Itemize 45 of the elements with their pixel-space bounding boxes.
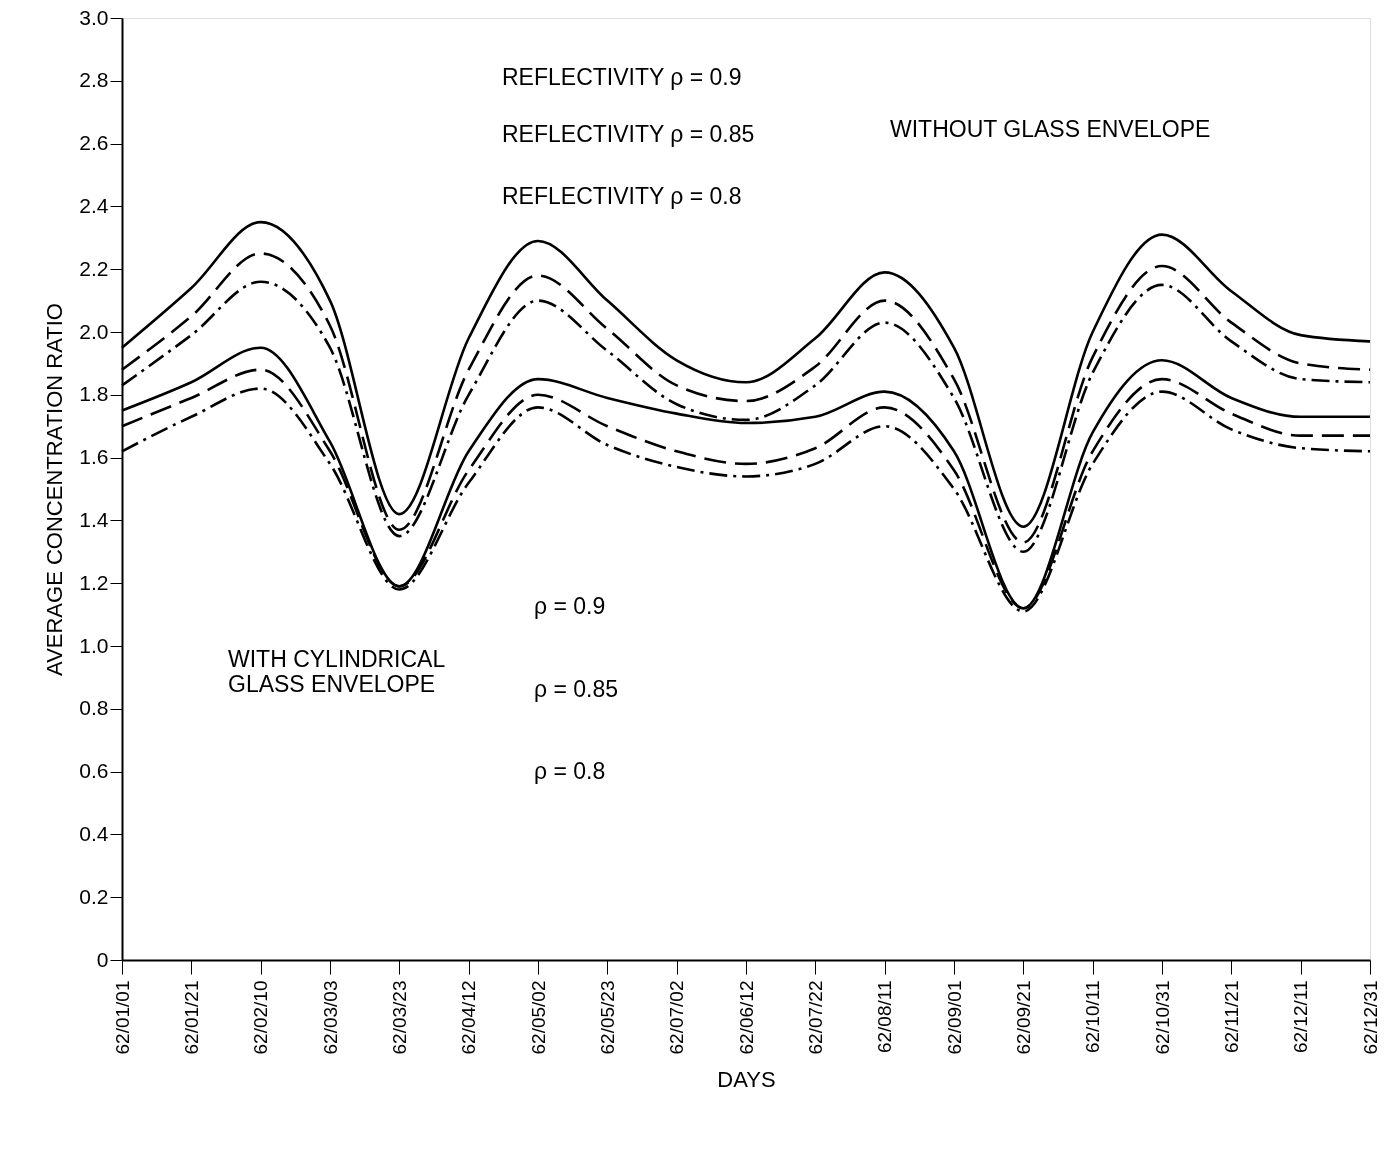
x-axis-title: DAYS	[717, 1067, 776, 1093]
annotation: WITH CYLINDRICAL GLASS ENVELOPE	[228, 646, 446, 697]
y-tick-label: 0.4	[79, 821, 109, 845]
y-tick-label: 2.6	[79, 131, 109, 155]
annotation: WITHOUT GLASS ENVELOPE	[890, 116, 1211, 142]
y-tick-label: 2.8	[79, 68, 109, 92]
y-tick-label: 0	[96, 947, 109, 971]
x-tick-label: 62/04/12	[458, 980, 480, 1055]
x-tick-label: 62/02/10	[250, 980, 272, 1055]
x-tick-label: 62/08/11	[874, 980, 896, 1054]
x-tick-label: 62/12/31	[1359, 980, 1381, 1055]
x-tick-label: 62/10/11	[1082, 980, 1104, 1054]
y-tick-label: 0.2	[79, 884, 109, 908]
annotation: ρ = 0.85	[534, 676, 619, 702]
y-tick-label: 3.0	[79, 5, 109, 29]
y-tick-label: 2.4	[79, 193, 109, 217]
x-tick-label: 62/10/31	[1151, 980, 1173, 1055]
y-tick-label: 2.2	[79, 256, 109, 280]
x-tick-label: 62/09/01	[943, 980, 965, 1055]
y-tick-label: 0.6	[79, 759, 109, 783]
x-tick-label: 62/05/02	[527, 980, 549, 1055]
y-tick-label: 1.8	[79, 382, 109, 406]
annotation: REFLECTIVITY ρ = 0.9	[502, 64, 742, 90]
x-tick-label: 62/09/21	[1012, 980, 1034, 1055]
x-tick-label: 62/06/12	[735, 980, 757, 1055]
x-tick-label: 62/07/22	[804, 980, 826, 1055]
x-tick-label: 62/11/21	[1220, 980, 1242, 1054]
y-tick-label: 2.0	[79, 319, 109, 343]
annotation: ρ = 0.8	[534, 758, 606, 784]
x-tick-label: 62/12/11	[1290, 980, 1312, 1054]
y-tick-label: 0.8	[79, 696, 109, 720]
x-tick-label: 62/03/23	[388, 980, 410, 1055]
y-tick-label: 1.2	[79, 570, 109, 594]
annotation: ρ = 0.9	[534, 593, 606, 619]
x-tick-label: 62/05/23	[596, 980, 618, 1055]
y-tick-label: 1.4	[79, 507, 109, 531]
y-tick-label: 1.0	[79, 633, 109, 657]
x-tick-label: 62/07/02	[666, 980, 688, 1055]
annotation: REFLECTIVITY ρ = 0.8	[502, 183, 742, 209]
annotation: REFLECTIVITY ρ = 0.85	[502, 121, 755, 147]
y-axis-title: AVERAGE CONCENTRATION RATIO	[42, 303, 68, 676]
x-tick-label: 62/01/01	[111, 980, 133, 1055]
y-tick-label: 1.6	[79, 445, 109, 469]
x-tick-label: 62/01/21	[180, 980, 202, 1055]
x-tick-label: 62/03/03	[319, 980, 341, 1055]
